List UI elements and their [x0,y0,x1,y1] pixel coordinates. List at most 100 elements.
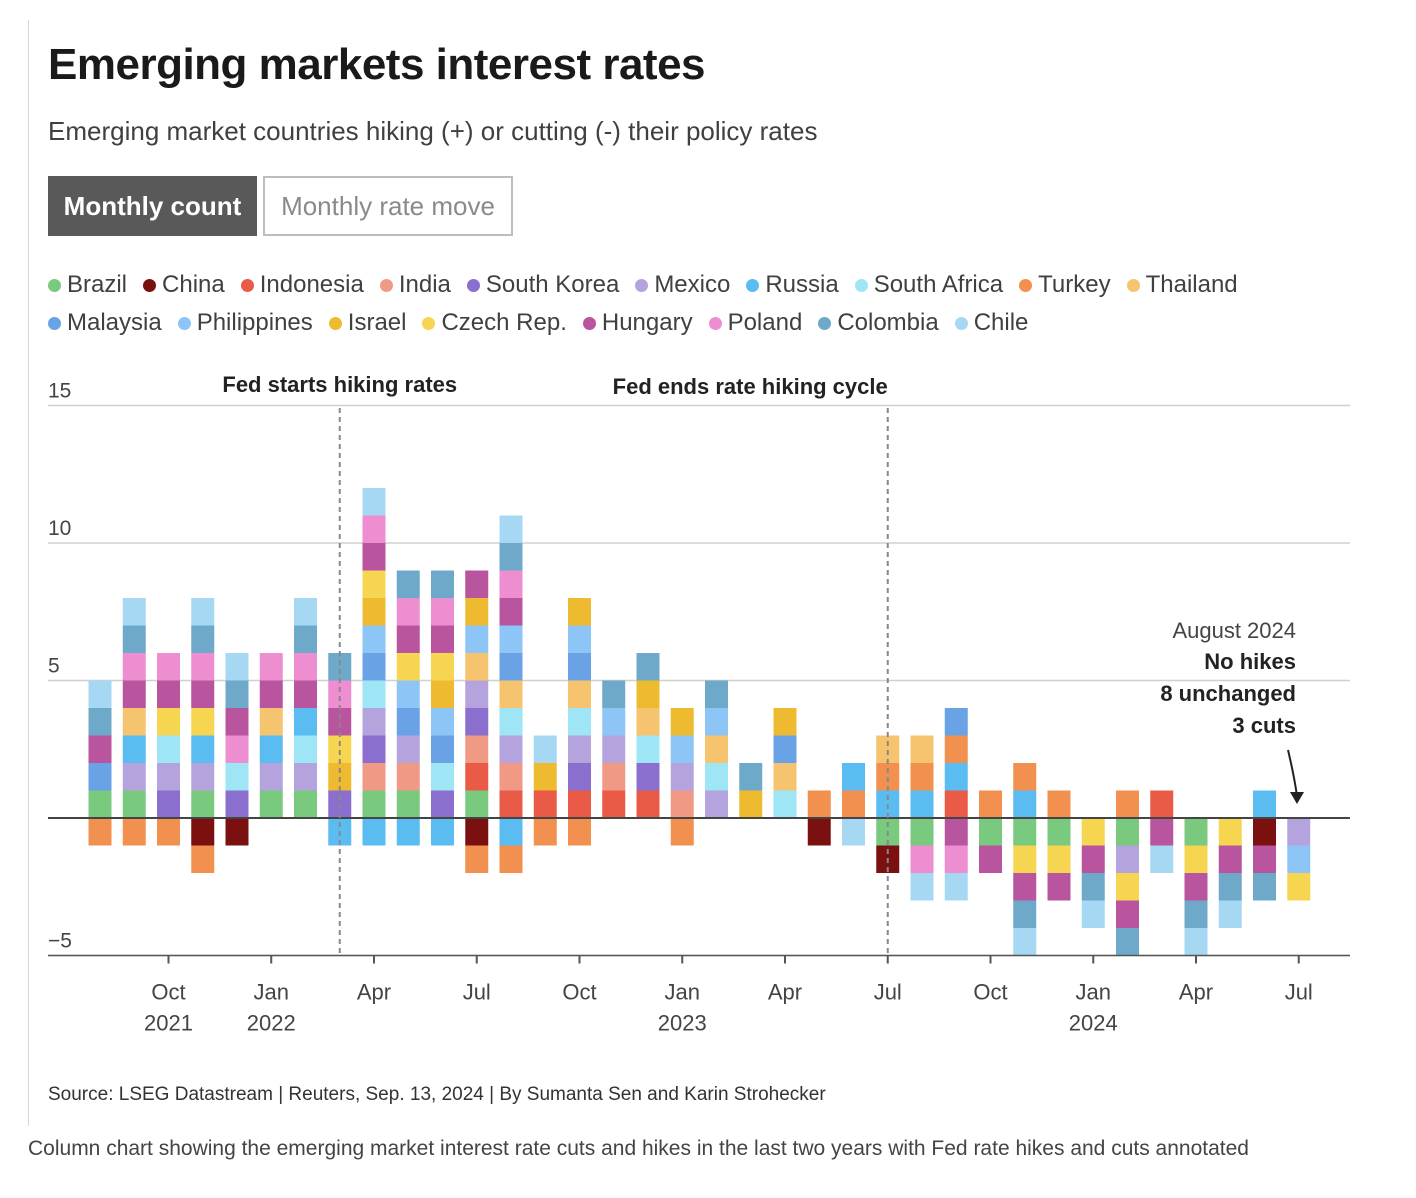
bar-segment [259,708,283,736]
bar-segment [465,708,489,736]
bar-segment [396,598,420,626]
bar-segment [294,708,317,736]
bar-segment [636,680,660,708]
bar-segment [396,763,420,791]
bar-segment [465,598,489,626]
annotation-arrow [1287,749,1298,797]
bar-segment [1081,845,1105,873]
bar-segment [499,708,523,736]
bar-segment [1218,818,1242,846]
bar-segment [1287,818,1311,846]
latest-month-label: August 2024 [1172,618,1296,643]
legend-item-colombia: Colombia [818,309,939,337]
bar-segment [876,763,900,791]
legend-item-china: China [143,271,225,299]
legend-swatch [1019,278,1033,292]
bar-segment [225,763,249,791]
latest-summary-line: 8 unchanged [1160,681,1296,706]
bar-segment [396,735,420,763]
legend-label: Malaysia [67,309,162,336]
bar-segment [807,818,831,846]
bar-segment [294,790,317,818]
legend-label: Russia [765,271,839,298]
legend-swatch [1126,278,1140,292]
bar-segment [499,653,523,681]
legend-swatch [854,278,868,292]
bar-segment [259,735,283,763]
bar-segment [465,818,489,846]
bar-segment [670,708,694,736]
bar-segment [602,708,626,736]
bar-segment [259,680,283,708]
legend-label: Czech Rep. [441,309,567,336]
tab-monthly-rate-move[interactable]: Monthly rate move [263,176,513,236]
bar-segment [499,735,523,763]
bar-segment [705,735,728,763]
legend-item-mexico: Mexico [635,271,730,299]
bar-segment [568,763,591,791]
legend-item-turkey: Turkey [1019,271,1111,299]
chart-subtitle: Emerging market countries hiking (+) or … [48,116,818,146]
bar-segment [431,653,454,681]
y-tick-label: 5 [48,655,60,678]
bar-segment [1047,845,1071,873]
x-tick-label: Oct [562,980,596,1005]
bar-segment [191,708,215,736]
bar-segment [533,818,557,846]
legend-swatch [746,278,760,292]
tab-monthly-count[interactable]: Monthly count [48,176,257,236]
legend-label: Turkey [1038,271,1111,298]
bar-segment [705,763,728,791]
bar-segment [122,818,146,846]
bar-segment [1013,790,1037,818]
bar-segment [636,735,660,763]
bar-segment [362,790,386,818]
bar-segment [157,708,180,736]
legend-swatch [143,278,157,292]
bar-segment [157,735,180,763]
bar-segment [465,570,489,598]
x-tick-label: Apr [768,980,802,1005]
bar-segment [431,570,454,598]
bar-segment [191,818,215,846]
legend-label: South Korea [485,271,620,298]
figure-caption: Column chart showing the emerging market… [28,1137,1249,1160]
bar-segment [431,680,454,708]
bar-segment [259,763,283,791]
bar-segment [568,735,591,763]
bar-segment [328,708,352,736]
bar-segment [122,735,146,763]
bar-segment [739,790,763,818]
bar-segment [396,570,420,598]
bar-segment [396,653,420,681]
bar-segment [636,763,660,791]
bar-segment [431,625,454,653]
bar-segment [362,763,386,791]
bar-segment [122,680,146,708]
legend-item-south-africa: South Africa [854,271,1003,299]
bar-segment [465,680,489,708]
y-tick-label: −5 [48,930,72,953]
bar-segment [568,818,591,846]
bar-segment [122,763,146,791]
legend-item-thailand: Thailand [1126,271,1238,299]
bar-segment [431,598,454,626]
view-tabs: Monthly count Monthly rate move [48,176,513,236]
x-tick-year-label: 2023 [658,1011,707,1036]
legend-item-brazil: Brazil [48,271,127,299]
bar-segment [1013,845,1037,873]
legend-swatch [818,316,832,330]
bar-segment [191,790,215,818]
bar-segment [944,873,968,901]
bar-segment [465,763,489,791]
bar-segment [533,790,557,818]
bar-segment [1253,873,1276,901]
legend-swatch [177,316,191,330]
chart-title: Emerging markets interest rates [48,40,706,89]
bar-segment [568,598,591,626]
bar-segment [88,763,112,791]
bar-segment [1081,873,1105,901]
bar-segment [499,515,523,543]
bar-segment [362,625,386,653]
bar-segment [465,625,489,653]
